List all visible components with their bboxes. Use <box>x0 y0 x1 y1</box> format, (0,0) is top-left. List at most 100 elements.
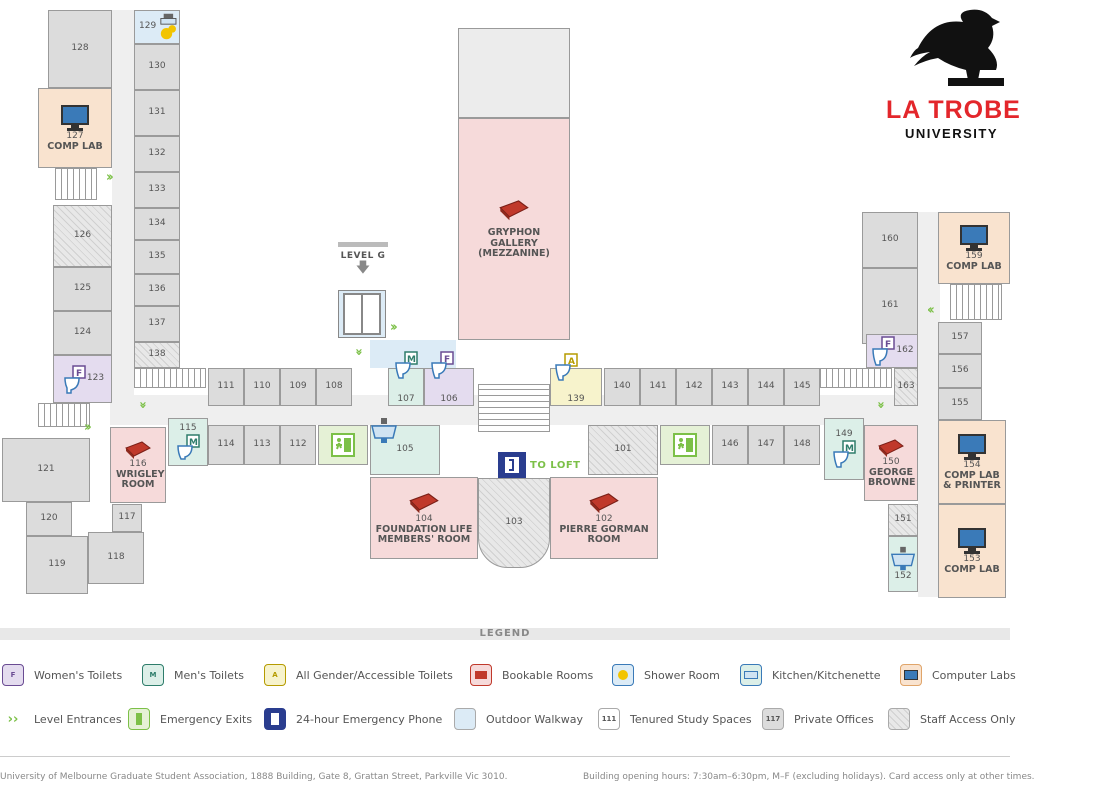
room-label: 131 <box>148 107 166 118</box>
legend-label: Staff Access Only <box>920 712 1016 726</box>
room-118: 118 <box>88 532 144 584</box>
legend-label: 24-hour Emergency Phone <box>296 712 443 726</box>
room-label: 148 <box>793 439 811 450</box>
room-141: 141 <box>640 368 676 406</box>
mens-toilet-icon: M <box>177 434 200 460</box>
arrow-down-icon: 🡇 <box>355 260 371 276</box>
left-wing-corridor <box>112 10 134 420</box>
sink-icon <box>890 546 916 571</box>
sink-icon <box>740 664 762 686</box>
room-113: 113 <box>244 425 280 465</box>
room-label: 144 <box>757 381 775 392</box>
room-label: 117 <box>118 512 136 523</box>
exit-right <box>660 425 710 465</box>
room-149: 149 M <box>824 418 864 480</box>
book-icon <box>470 664 492 686</box>
room-label: 115 <box>179 423 197 434</box>
exit-icon <box>673 433 697 457</box>
legend-emergency-exits: Emergency Exits <box>128 708 252 730</box>
mens-toilet-icon: M <box>395 351 418 379</box>
computer-icon <box>960 224 988 251</box>
room-139: A 139 <box>550 353 602 406</box>
womens-toilet-icon: F <box>64 365 86 394</box>
room-label: 143 <box>721 381 739 392</box>
shower-icon <box>612 664 634 686</box>
footer-divider <box>0 756 1010 757</box>
book-icon <box>589 492 619 513</box>
room-107: M 107 <box>388 351 424 406</box>
logo-line1: LA TROBE <box>886 96 1021 124</box>
room-106: F 106 <box>424 351 474 406</box>
room-label: 105 <box>396 444 414 455</box>
room-label: 146 <box>721 439 739 450</box>
accessible-toilet-icon: A <box>264 664 286 686</box>
room-label: 156 <box>951 365 969 376</box>
legend-label: Level Entrances <box>34 712 122 726</box>
room-145: 145 <box>784 368 820 406</box>
legend-accessible-toilets: A All Gender/Accessible Toilets <box>264 664 453 686</box>
room-label: 102 <box>595 513 613 524</box>
room-162: F 162 <box>866 334 918 368</box>
room-label: 140 <box>613 381 631 392</box>
entrance-chevron-icon: ›› <box>872 401 888 406</box>
room-112: 112 <box>280 425 316 465</box>
book-icon <box>878 439 904 457</box>
legend-level-entrances: ›› Level Entrances <box>2 708 122 730</box>
room-128: 128 <box>48 10 112 88</box>
room-120: 120 <box>26 502 72 536</box>
entrance-chevron-icon: ›› <box>84 420 92 435</box>
room-name: COMP LAB <box>946 260 1002 272</box>
room-label: 109 <box>289 381 307 392</box>
room-124: 124 <box>53 311 112 355</box>
entrance-chevron-icon: ›› <box>350 348 366 353</box>
room-157: 157 <box>938 322 982 354</box>
room-label: 133 <box>148 184 166 195</box>
legend-label: Outdoor Walkway <box>486 712 583 726</box>
book-icon <box>409 492 439 513</box>
legend-study-spaces: 111 Tenured Study Spaces <box>598 708 752 730</box>
womens-toilet-icon: F <box>431 351 454 379</box>
room-name: WRIGLEY ROOM <box>116 468 165 490</box>
room-label: 151 <box>894 514 912 525</box>
room-name: PIERRE GORMAN ROOM <box>559 523 649 545</box>
legend-shower-room: Shower Room <box>612 664 720 686</box>
legend-label: Emergency Exits <box>160 712 253 726</box>
legend-kitchen: Kitchen/Kitchenette <box>740 664 881 686</box>
room-label: 147 <box>757 439 775 450</box>
legend-label: Private Offices <box>794 712 874 726</box>
room-label: 150 <box>882 456 900 467</box>
room-name: GRYPHON GALLERY (MEZZANINE) <box>478 227 550 260</box>
room-label: 149 <box>835 429 853 440</box>
room-103: 103 <box>478 478 550 568</box>
computer-icon <box>958 527 986 554</box>
room-109: 109 <box>280 368 316 406</box>
legend-private-offices: 117 Private Offices <box>762 708 874 730</box>
stairs-center-left <box>134 368 206 388</box>
room-137: 137 <box>134 306 180 342</box>
shower-icon <box>160 13 177 40</box>
room-label: 107 <box>397 394 415 405</box>
room-117: 117 <box>112 504 142 532</box>
room-label: 155 <box>951 398 969 409</box>
room-154: 154 COMP LAB & PRINTER <box>938 420 1006 504</box>
legend-womens-toilets: F Women's Toilets <box>2 664 122 686</box>
room-label: 119 <box>48 559 66 570</box>
room-134: 134 <box>134 208 180 240</box>
study-swatch: 111 <box>598 708 620 730</box>
room-127: 127 COMP LAB <box>38 88 112 168</box>
phone-box <box>498 452 526 478</box>
room-151: 151 <box>888 504 918 536</box>
right-wing-corridor <box>918 212 940 597</box>
room-111: 111 <box>208 368 244 406</box>
room-label: 159 <box>965 250 983 261</box>
legend-mens-toilets: M Men's Toilets <box>142 664 244 686</box>
level-g-label: LEVEL G 🡇 <box>338 242 388 275</box>
room-126: 126 <box>53 205 112 267</box>
latrobe-logo: LA TROBE UNIVERSITY <box>880 8 1040 143</box>
level-g-text: LEVEL G <box>340 251 386 261</box>
gryphon-logo-icon <box>910 9 1004 86</box>
entrance-chevron-icon: ›› <box>134 401 150 406</box>
hatch-swatch <box>888 708 910 730</box>
room-label: 110 <box>253 381 271 392</box>
exit-left <box>318 425 368 465</box>
